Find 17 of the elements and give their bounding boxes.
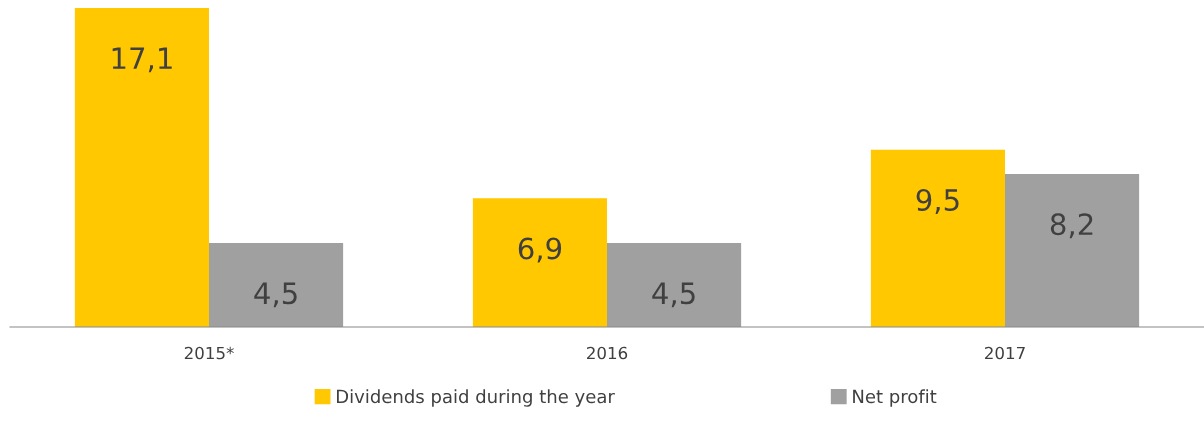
legend-label: Net profit bbox=[853, 389, 937, 407]
data-label: 6,9 bbox=[518, 237, 562, 263]
bar bbox=[472, 198, 607, 327]
x-tick-label: 2015* bbox=[184, 346, 234, 360]
x-tick-label: 2017 bbox=[985, 346, 1025, 360]
bar bbox=[74, 8, 209, 327]
bar bbox=[1005, 174, 1140, 327]
data-label: 17,1 bbox=[112, 47, 172, 73]
data-label: 8,2 bbox=[1050, 213, 1093, 239]
legend-label: Dividends paid during the year bbox=[337, 389, 615, 407]
bar bbox=[209, 243, 344, 327]
data-label: 4,5 bbox=[652, 282, 695, 308]
data-label: 9,5 bbox=[916, 188, 959, 214]
data-label: 4,5 bbox=[254, 282, 297, 308]
bar bbox=[870, 149, 1005, 327]
x-tick-label: 2016 bbox=[587, 346, 628, 360]
bar bbox=[607, 243, 742, 327]
